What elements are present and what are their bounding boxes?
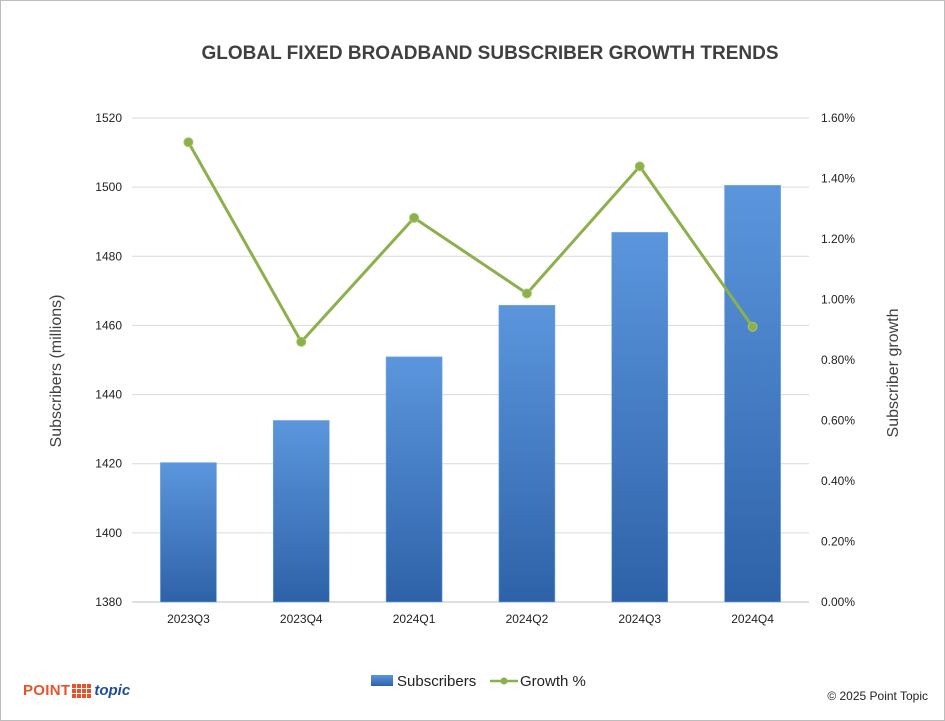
y-tick-label-right: 0.80%: [821, 353, 855, 367]
bar-2023Q4: [272, 420, 330, 603]
y-tick-label-left: 1380: [95, 595, 122, 609]
y-tick-label-left: 1400: [95, 526, 122, 540]
growth-point-2023Q3: [183, 137, 194, 148]
growth-point-2024Q2: [521, 288, 532, 299]
growth-point-2024Q1: [409, 212, 420, 223]
bar-2023Q3: [160, 462, 217, 603]
y-tick-label-left: 1480: [95, 249, 122, 263]
y-tick-label-left: 1520: [95, 111, 122, 125]
brand-topic-text: topic: [94, 682, 131, 699]
y-tick-label-left: 1460: [95, 318, 122, 332]
y-tick-label-right: 1.00%: [821, 293, 855, 307]
legend-growth-label: Growth %: [520, 673, 586, 690]
growth-line: [187, 141, 754, 344]
y-tick-label-right: 1.60%: [821, 111, 855, 125]
chart-title: GLOBAL FIXED BROADBAND SUBSCRIBER GROWTH…: [201, 43, 778, 64]
bar-series: [160, 185, 781, 603]
x-tick-label: 2024Q2: [506, 612, 549, 626]
y-tick-label-right: 1.20%: [821, 232, 855, 246]
growth-point-2024Q4: [747, 321, 758, 332]
y-tick-label-right: 1.40%: [821, 172, 855, 186]
brand-point-text: POINT: [23, 682, 71, 699]
grid-lines: [132, 117, 809, 603]
brand-grid-icon: [72, 683, 92, 698]
y-tick-label-left: 1440: [95, 388, 122, 402]
legend-subscribers-label: Subscribers: [397, 673, 476, 690]
growth-point-2024Q3: [634, 161, 645, 172]
legend: Subscribers Growth %: [371, 673, 586, 690]
legend-growth-marker: [500, 677, 508, 685]
bar-2024Q4: [724, 185, 781, 603]
x-tick-label: 2024Q4: [731, 612, 774, 626]
bar-2024Q3: [611, 232, 669, 603]
x-tick-label: 2024Q3: [618, 612, 661, 626]
legend-subscribers-swatch: [371, 675, 393, 686]
y-tick-label-right: 0.00%: [821, 595, 855, 609]
bar-2024Q1: [385, 356, 443, 603]
bar-2024Q2: [498, 305, 556, 603]
x-tick-label: 2023Q3: [167, 612, 210, 626]
copyright-text: © 2025 Point Topic: [827, 689, 928, 703]
y-axis-title-left: Subscribers (millions): [48, 295, 65, 448]
y-tick-label-right: 0.60%: [821, 414, 855, 428]
x-tick-label: 2024Q1: [393, 612, 436, 626]
x-tick-label: 2023Q4: [280, 612, 323, 626]
y-tick-label-right: 0.40%: [821, 474, 855, 488]
y-tick-label-right: 0.20%: [821, 535, 855, 549]
axis-ticks: 1380 1400 1420 1440 1460 1480 1500 1520 0.00% 0.2…: [95, 111, 855, 626]
growth-line-series: [183, 137, 758, 347]
y-tick-label-left: 1500: [95, 180, 122, 194]
point-topic-logo: POINT topic: [23, 682, 130, 699]
y-axis-title-right: Subscriber growth: [885, 309, 902, 438]
y-tick-label-left: 1420: [95, 457, 122, 471]
growth-point-2023Q4: [296, 336, 307, 347]
